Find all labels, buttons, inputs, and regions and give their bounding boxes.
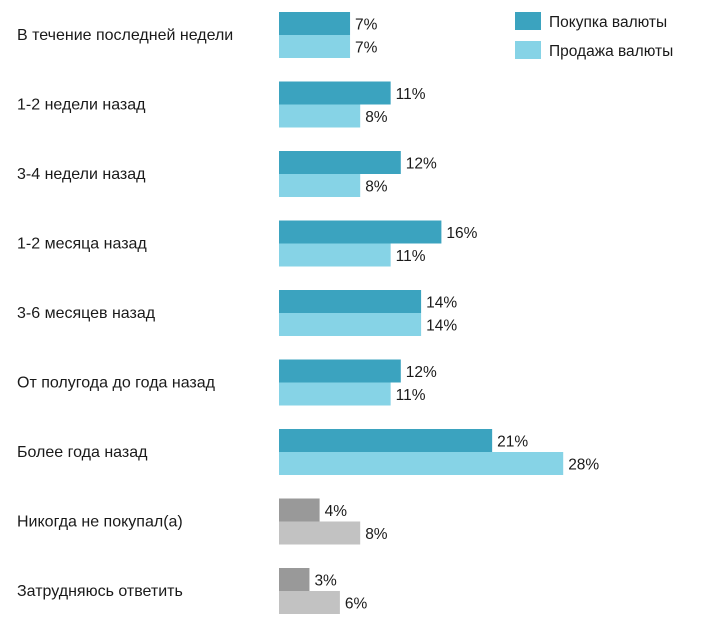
bar-purchase [279, 12, 351, 35]
bar-purchase [279, 359, 401, 383]
legend-label-sale: Продажа валюты [549, 43, 673, 60]
legend-label-purchase: Покупка валюты [549, 14, 667, 31]
legend: Покупка валюты Продажа валюты [515, 12, 673, 60]
bar-sale [279, 521, 361, 545]
data-label: 4% [325, 503, 348, 520]
data-label: 7% [355, 17, 378, 34]
bar-sale [279, 243, 391, 267]
data-label: 11% [396, 387, 426, 404]
data-label: 7% [355, 40, 378, 57]
data-label: 11% [396, 248, 426, 265]
category-label: Затрудняюсь ответить [17, 583, 183, 600]
data-label: 6% [345, 596, 368, 613]
category-label: Никогда не покупал(а) [17, 514, 183, 531]
bar-sale [279, 174, 361, 197]
data-label: 11% [396, 86, 426, 103]
category-label: В течение последней недели [17, 27, 233, 44]
category-label: 3-6 месяцев назад [17, 305, 156, 322]
category-label: 1-2 недели назад [17, 97, 146, 114]
bar-purchase [279, 429, 493, 452]
value-labels: 7% 7% 11% 8% 12% 8% 16% 11% 14% 14% 12% 11% 21% 28% 4%… [314, 17, 599, 613]
data-label: 8% [365, 109, 388, 126]
data-label: 8% [365, 526, 388, 543]
category-labels: В течение последней недели 1-2 недели наз… [17, 27, 233, 600]
bars [279, 12, 564, 614]
category-label: 1-2 месяца назад [17, 236, 147, 253]
data-label: 14% [426, 295, 457, 312]
legend-swatch-purchase [515, 12, 541, 30]
bar-sale [279, 313, 422, 336]
data-label: 12% [406, 156, 437, 173]
category-label: 3-4 недели назад [17, 166, 146, 183]
category-label: Более года назад [17, 444, 148, 461]
bar-sale [279, 591, 340, 614]
data-label: 3% [314, 573, 337, 590]
bar-sale [279, 104, 361, 128]
data-label: 28% [568, 457, 599, 474]
bar-purchase [279, 290, 422, 313]
bar-purchase [279, 151, 401, 174]
category-label: От полугода до года назад [17, 375, 216, 392]
bar-purchase [279, 220, 442, 244]
bar-sale [279, 35, 351, 58]
bar-purchase [279, 81, 391, 105]
bar-purchase [279, 498, 320, 522]
legend-swatch-sale [515, 41, 541, 59]
data-label: 21% [497, 434, 528, 451]
data-label: 8% [365, 179, 388, 196]
data-label: 12% [406, 364, 437, 381]
data-label: 16% [446, 225, 477, 242]
bar-sale [279, 382, 391, 406]
data-label: 14% [426, 318, 457, 335]
bar-sale [279, 452, 564, 475]
bar-purchase [279, 568, 310, 591]
